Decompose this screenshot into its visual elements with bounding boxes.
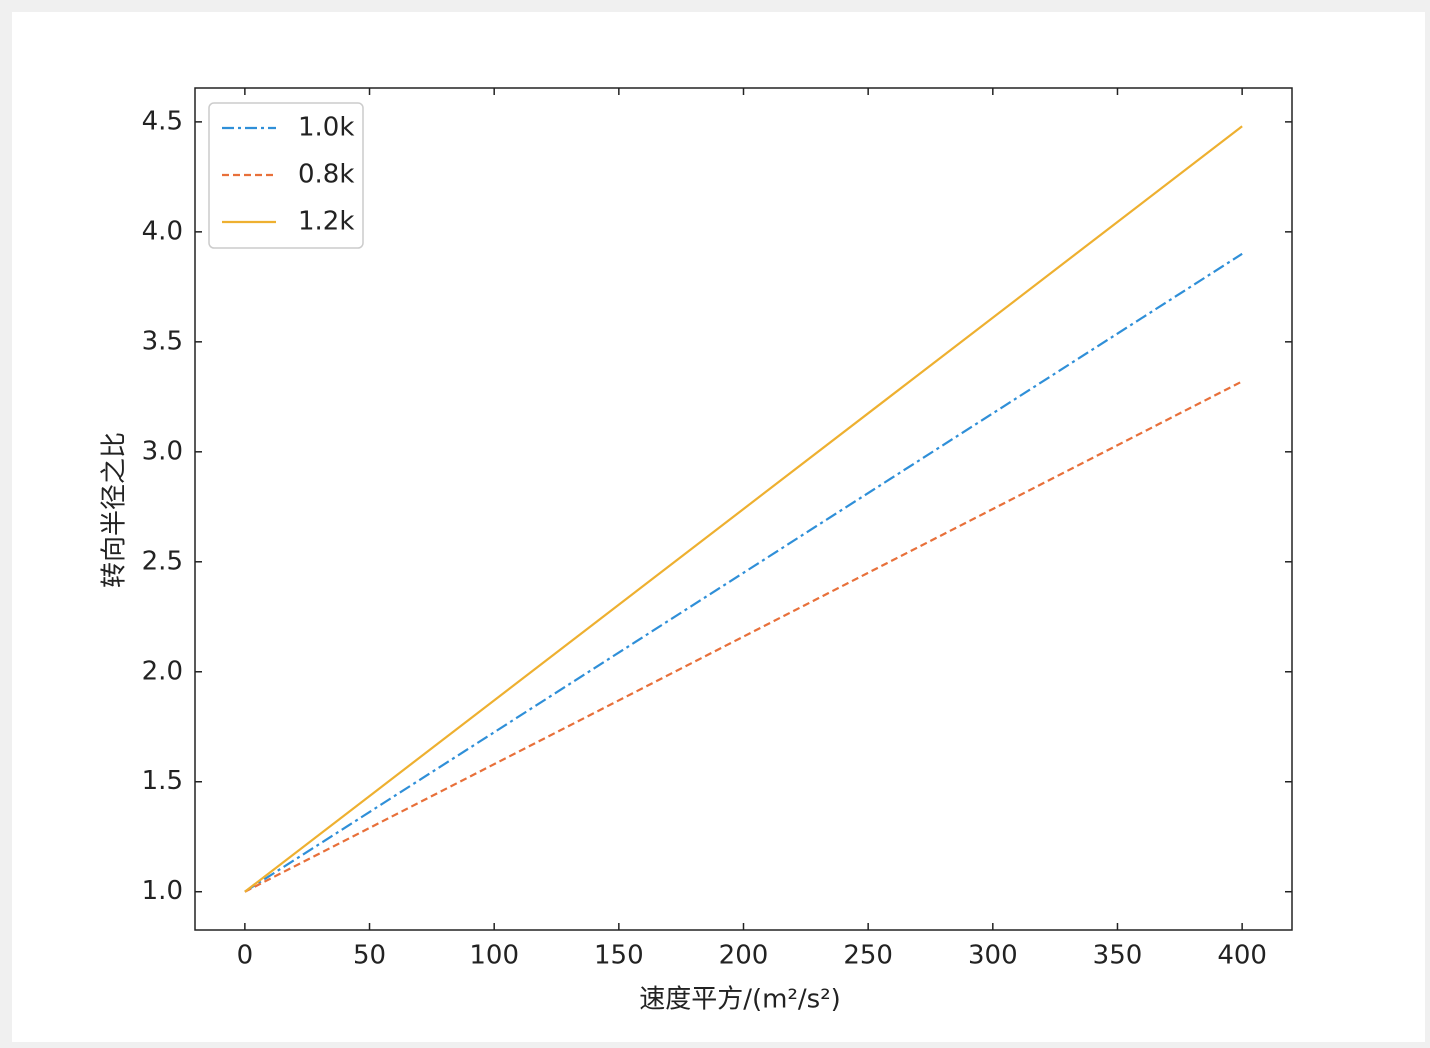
x-tick-label: 50 [353, 941, 386, 971]
y-tick-label: 1.0 [142, 876, 183, 906]
x-tick-label: 250 [843, 941, 893, 971]
y-tick-label: 4.5 [142, 106, 183, 136]
y-tick-label: 1.5 [142, 766, 183, 796]
y-tick-label: 3.0 [142, 436, 183, 466]
x-tick-label: 200 [719, 941, 769, 971]
x-tick-label: 100 [469, 941, 519, 971]
legend-box [208, 102, 364, 249]
x-tick-label: 0 [237, 941, 254, 971]
legend-label: 1.0k [298, 113, 354, 143]
plot-frame [194, 87, 1293, 931]
y-tick-label: 2.5 [142, 546, 183, 576]
y-axis-label: 转向半径之比 [100, 432, 130, 588]
y-tick-label: 3.5 [142, 326, 183, 356]
legend-label: 0.8k [298, 160, 354, 190]
y-tick-label: 4.0 [142, 216, 183, 246]
x-tick-label: 350 [1093, 941, 1143, 971]
series-line [244, 125, 1243, 893]
y-tick-label: 2.0 [142, 656, 183, 686]
x-tick-label: 150 [594, 941, 644, 971]
x-axis-label: 速度平方/(m²/s²) [639, 985, 841, 1015]
legend-label: 1.2k [298, 207, 354, 237]
x-tick-label: 400 [1217, 941, 1267, 971]
x-tick-label: 300 [968, 941, 1018, 971]
series-line [244, 252, 1243, 893]
